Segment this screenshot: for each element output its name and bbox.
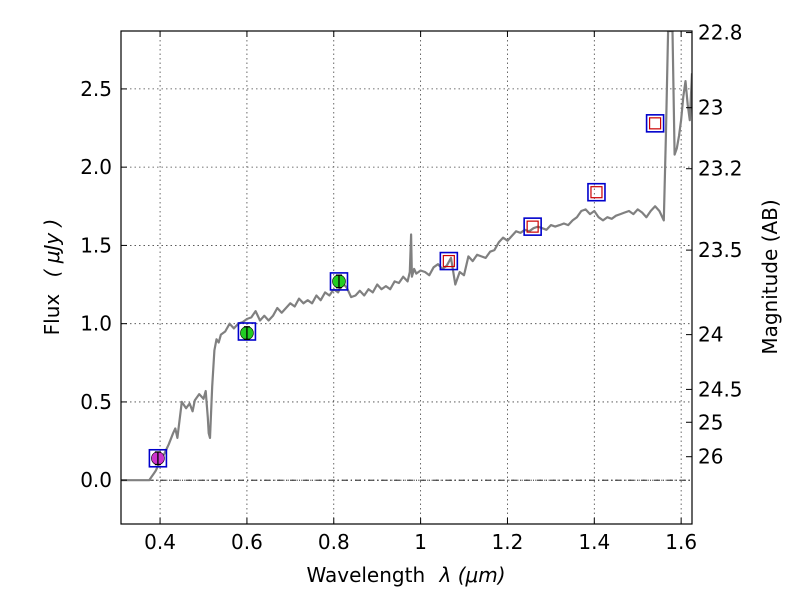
model-flux-box [237, 322, 257, 341]
x-axis-label: Wavelength λ (μm) [306, 563, 505, 587]
upper-limit-box [590, 186, 603, 199]
magnitude-tick-label: 26 [698, 445, 723, 469]
y-tick-label: 0.0 [80, 468, 112, 492]
upper-limit-box [442, 254, 455, 268]
plot-frame [120, 30, 693, 525]
photometry-points [148, 114, 665, 468]
model-flux-box [587, 182, 606, 202]
magnitude-tick-label: 23.2 [698, 157, 743, 181]
magnitude-tick-label: 23.5 [698, 238, 743, 262]
model-flux-box [439, 251, 459, 271]
upper-limit-box [526, 220, 539, 233]
magnitude-tick-label: 23 [698, 96, 723, 120]
x-tick-label: 1.6 [665, 530, 697, 554]
model-flux-box [329, 272, 349, 291]
magnitude-tick-label: 22.8 [698, 21, 743, 45]
magnitude-tick-label: 24.5 [698, 377, 743, 401]
x-tick-label: 1 [414, 530, 427, 554]
y-tick-label: 2.5 [80, 77, 112, 101]
axis-ticks: 0.4 0.6 0.8 1 1.2 1.4 1.6 0.0 0.5 1.0 1.5 2.0 2.5 22.… [80, 21, 742, 554]
y-tick-label: 2.0 [80, 155, 112, 179]
y-tick-label: 1.5 [80, 233, 112, 257]
model-flux-box [523, 217, 542, 236]
model-flux-box [148, 448, 168, 468]
x-tick-label: 1.4 [578, 530, 610, 554]
x-tick-label: 0.8 [318, 530, 350, 554]
y-axis-label: Flux ( μJy ) [40, 219, 64, 336]
upper-limit-box [648, 117, 662, 130]
y2-axis-label: Magnitude (AB) [758, 199, 782, 354]
y-tick-label: 1.0 [80, 312, 112, 336]
x-tick-label: 0.6 [231, 530, 263, 554]
grid [121, 31, 692, 524]
y-tick-label: 0.5 [80, 390, 112, 414]
x-tick-label: 1.2 [492, 530, 524, 554]
model-flux-box [645, 114, 665, 133]
x-tick-label: 0.4 [144, 530, 176, 554]
magnitude-tick-label: 25 [698, 410, 723, 434]
magnitude-tick-label: 24 [698, 323, 723, 347]
sed-spectrum-line [121, 31, 692, 482]
